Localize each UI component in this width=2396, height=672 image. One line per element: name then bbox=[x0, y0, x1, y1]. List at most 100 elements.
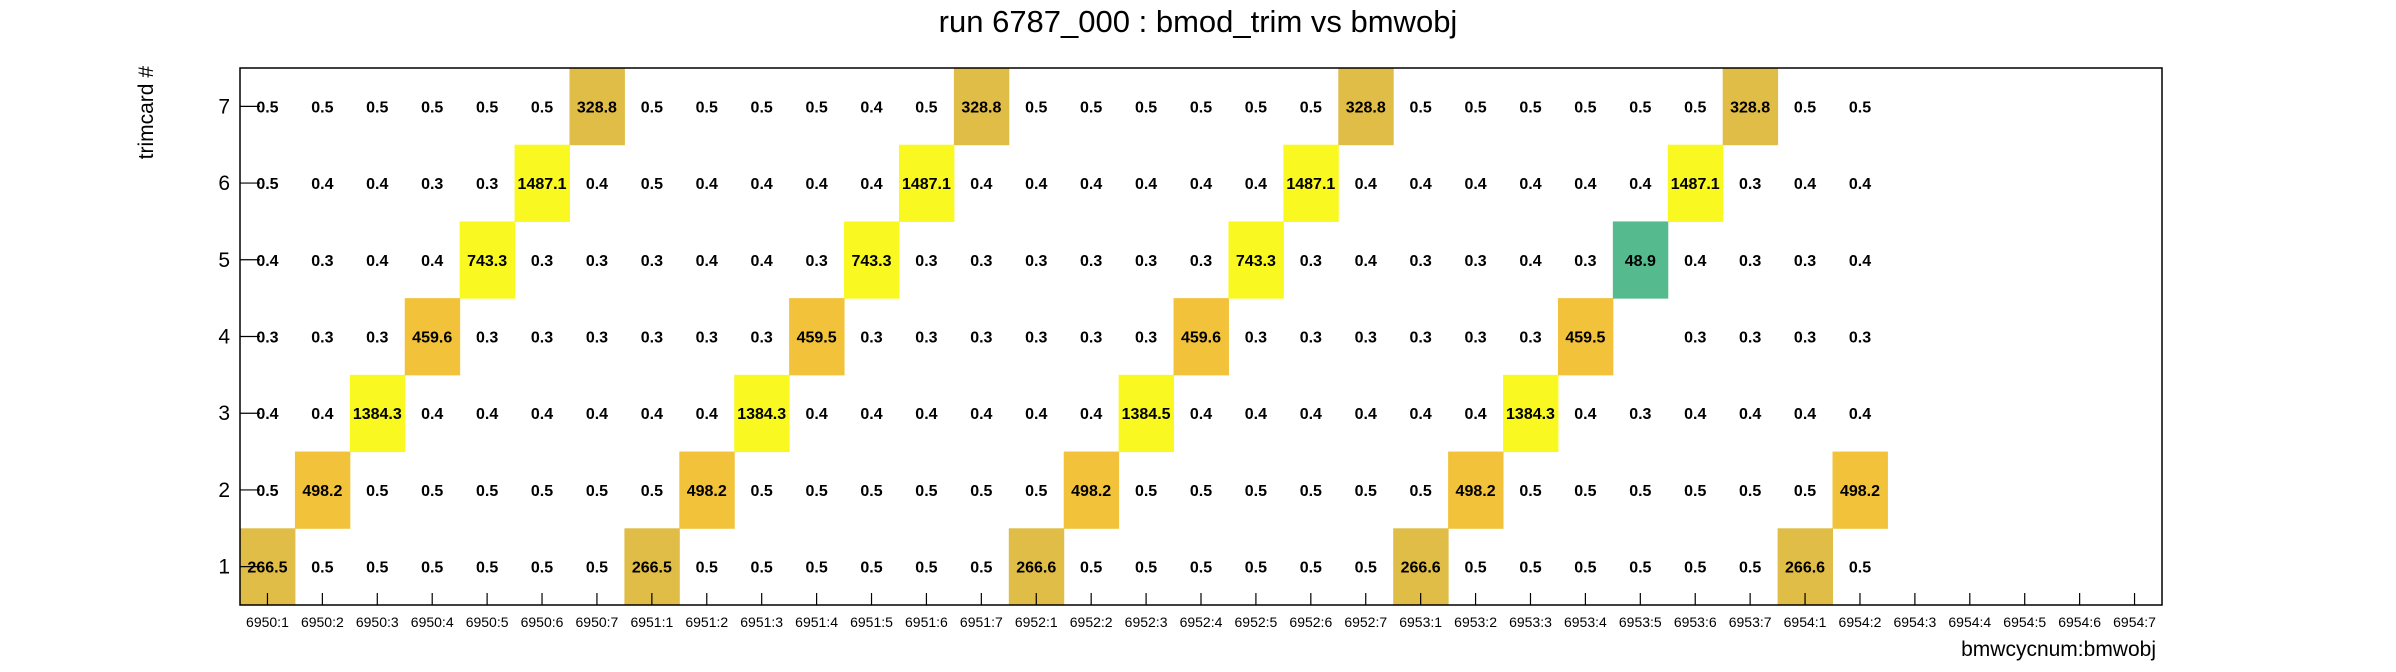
cell-value-label: 0.5 bbox=[311, 560, 333, 577]
cell-value-label: 0.4 bbox=[366, 176, 388, 193]
cell-value-label: 0.4 bbox=[1739, 406, 1761, 423]
heatmap-cell bbox=[1118, 374, 1175, 453]
heatmap-cell bbox=[1557, 298, 1614, 376]
cell-value-label: 498.2 bbox=[1071, 483, 1111, 500]
cell-value-label: 0.5 bbox=[1135, 99, 1157, 116]
cell-value-label: 0.5 bbox=[1849, 560, 1871, 577]
cell-value-label: 0.4 bbox=[1025, 406, 1047, 423]
cell-value-label: 0.4 bbox=[751, 253, 773, 270]
cell-value-label: 0.5 bbox=[531, 483, 553, 500]
cell-value-label: 0.3 bbox=[1080, 330, 1102, 347]
x-tick-label: 6954:1 bbox=[1784, 614, 1827, 630]
cell-value-label: 0.5 bbox=[1464, 99, 1486, 116]
cell-value-label: 0.4 bbox=[1849, 406, 1871, 423]
y-tick-label: 5 bbox=[218, 249, 230, 272]
cell-value-label: 0.4 bbox=[1574, 176, 1596, 193]
cell-value-label: 743.3 bbox=[1236, 253, 1276, 270]
cell-value-label: 0.3 bbox=[860, 330, 882, 347]
cell-value-label: 0.3 bbox=[421, 176, 443, 193]
cell-value-label: 328.8 bbox=[961, 99, 1001, 116]
cell-value-label: 0.5 bbox=[1464, 560, 1486, 577]
x-tick-label: 6953:6 bbox=[1674, 614, 1717, 630]
cell-value-label: 0.4 bbox=[860, 406, 882, 423]
cell-value-label: 0.5 bbox=[256, 99, 278, 116]
cell-value-label: 0.5 bbox=[915, 483, 937, 500]
heatmap-cell bbox=[349, 374, 406, 453]
cell-value-label: 1384.5 bbox=[1122, 406, 1171, 423]
cell-value-label: 0.5 bbox=[860, 483, 882, 500]
heatmap-cell bbox=[1612, 221, 1669, 299]
x-tick-label: 6952:2 bbox=[1070, 614, 1113, 630]
x-tick-label: 6954:3 bbox=[1893, 614, 1936, 630]
cell-value-label: 0.4 bbox=[311, 406, 333, 423]
cell-value-label: 0.5 bbox=[641, 99, 663, 116]
cell-value-label: 0.5 bbox=[1080, 99, 1102, 116]
x-tick-label: 6951:5 bbox=[850, 614, 893, 630]
cell-value-label: 0.5 bbox=[531, 560, 553, 577]
heatmap-cell bbox=[1667, 144, 1724, 222]
cell-value-label: 0.4 bbox=[1080, 406, 1102, 423]
cell-value-label: 0.5 bbox=[751, 483, 773, 500]
cell-value-label: 0.3 bbox=[366, 330, 388, 347]
cell-value-label: 0.5 bbox=[915, 99, 937, 116]
x-tick-label: 6954:6 bbox=[2058, 614, 2101, 630]
cell-value-label: 0.3 bbox=[1739, 176, 1761, 193]
heatmap-cell bbox=[1832, 451, 1888, 529]
heatmap-cell bbox=[404, 298, 461, 376]
cell-value-label: 498.2 bbox=[1456, 483, 1496, 500]
cell-value-label: 0.5 bbox=[256, 483, 278, 500]
x-tick-label: 6952:7 bbox=[1344, 614, 1387, 630]
y-tick-label: 7 bbox=[218, 95, 230, 118]
cell-value-label: 0.5 bbox=[1519, 560, 1541, 577]
cell-value-label: 0.3 bbox=[1300, 330, 1322, 347]
heatmap-cell bbox=[1777, 528, 1834, 606]
x-tick-label: 6951:1 bbox=[630, 614, 673, 630]
cell-value-label: 0.3 bbox=[1574, 253, 1596, 270]
cell-value-label: 0.5 bbox=[1849, 99, 1871, 116]
cell-value-label: 0.5 bbox=[421, 560, 443, 577]
cell-value-label: 0.4 bbox=[805, 176, 827, 193]
y-tick-label: 2 bbox=[218, 479, 230, 502]
cell-value-label: 0.4 bbox=[696, 176, 718, 193]
cell-value-label: 1384.3 bbox=[1506, 406, 1555, 423]
cell-value-label: 0.4 bbox=[586, 406, 608, 423]
cell-value-label: 0.4 bbox=[1574, 406, 1596, 423]
cell-value-label: 0.5 bbox=[1519, 483, 1541, 500]
cell-value-label: 0.5 bbox=[1629, 560, 1651, 577]
cell-value-label: 0.3 bbox=[970, 330, 992, 347]
x-tick-label: 6950:2 bbox=[301, 614, 344, 630]
cell-value-label: 0.5 bbox=[1300, 483, 1322, 500]
x-tick-label: 6950:3 bbox=[356, 614, 399, 630]
cell-value-label: 0.4 bbox=[1794, 176, 1816, 193]
cell-value-label: 0.4 bbox=[1794, 406, 1816, 423]
cell-value-label: 0.5 bbox=[970, 483, 992, 500]
cell-value-label: 0.5 bbox=[1300, 99, 1322, 116]
cell-value-label: 0.5 bbox=[1025, 483, 1047, 500]
x-tick-label: 6954:2 bbox=[1839, 614, 1882, 630]
y-tick-label: 4 bbox=[218, 326, 230, 349]
x-tick-label: 6954:4 bbox=[1948, 614, 1991, 630]
cell-value-label: 0.4 bbox=[1464, 176, 1486, 193]
cell-value-label: 0.3 bbox=[1739, 253, 1761, 270]
cell-value-label: 0.4 bbox=[641, 406, 663, 423]
cell-value-label: 0.5 bbox=[641, 176, 663, 193]
cell-value-label: 0.5 bbox=[1410, 483, 1432, 500]
cell-value-label: 0.3 bbox=[1464, 330, 1486, 347]
cell-value-label: 0.4 bbox=[1190, 406, 1212, 423]
cell-value-label: 1487.1 bbox=[518, 176, 567, 193]
cell-value-label: 0.5 bbox=[1190, 99, 1212, 116]
cell-value-label: 0.5 bbox=[641, 483, 663, 500]
cell-value-label: 0.5 bbox=[366, 560, 388, 577]
cell-value-label: 0.3 bbox=[1849, 330, 1871, 347]
cell-value-label: 0.4 bbox=[1355, 176, 1377, 193]
x-tick-label: 6954:5 bbox=[2003, 614, 2046, 630]
cell-value-label: 498.2 bbox=[1840, 483, 1880, 500]
cell-value-label: 0.5 bbox=[1080, 560, 1102, 577]
heatmap-cell bbox=[294, 451, 351, 529]
cell-value-label: 0.4 bbox=[805, 406, 827, 423]
cell-value-label: 0.5 bbox=[1135, 560, 1157, 577]
cell-value-label: 0.4 bbox=[1629, 176, 1651, 193]
cell-value-label: 0.4 bbox=[1849, 176, 1871, 193]
cell-value-label: 0.3 bbox=[1245, 330, 1267, 347]
